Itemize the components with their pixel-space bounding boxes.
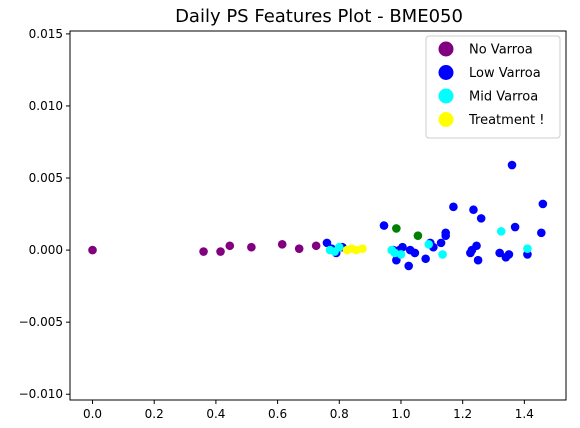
data-point xyxy=(449,202,458,212)
data-point xyxy=(495,248,504,258)
data-point xyxy=(322,238,332,248)
legend: No Varroa Low Varroa Mid Varroa Treatment ! xyxy=(425,35,561,139)
series-3 xyxy=(342,244,367,255)
data-point xyxy=(392,255,401,265)
y-axis: −0.010 −0.005 0.000 0.005 0.010 0.015 xyxy=(19,27,70,401)
data-point xyxy=(469,205,478,215)
data-point xyxy=(379,221,389,230)
x-tick-label: 1.0 xyxy=(391,407,410,421)
legend-label: Treatment ! xyxy=(468,113,545,128)
legend-marker xyxy=(438,65,454,80)
y-tick-label: 0.010 xyxy=(29,99,63,113)
chart-title: Daily PS Features Plot - BME050 xyxy=(175,6,463,27)
data-point xyxy=(216,247,225,256)
x-tick-label: 0.4 xyxy=(206,407,225,421)
data-point xyxy=(277,240,287,249)
data-point xyxy=(404,261,413,271)
data-point xyxy=(504,250,514,259)
y-tick-label: −0.005 xyxy=(19,315,63,329)
series-0 xyxy=(88,240,321,256)
series-4 xyxy=(392,224,423,240)
x-axis: 0.0 0.2 0.4 0.6 0.8 1.0 1.2 1.4 xyxy=(83,400,534,421)
data-point xyxy=(441,231,451,240)
data-point xyxy=(523,244,532,253)
data-point xyxy=(88,245,97,255)
y-tick-label: −0.010 xyxy=(19,387,63,401)
legend-label: Mid Varroa xyxy=(469,90,538,105)
legend-marker xyxy=(438,112,454,127)
legend-marker xyxy=(438,41,454,57)
x-tick-label: 0.6 xyxy=(268,407,287,421)
legend-label: Low Varroa xyxy=(469,66,541,81)
data-point xyxy=(398,242,407,252)
data-point xyxy=(438,250,447,259)
y-tick-label: 0.015 xyxy=(29,27,63,41)
data-point xyxy=(510,222,520,232)
data-point xyxy=(396,250,406,259)
x-tick-label: 0.2 xyxy=(145,407,164,421)
plot-area xyxy=(88,160,548,271)
data-point xyxy=(496,227,506,236)
x-tick-label: 0.0 xyxy=(83,407,102,421)
data-point xyxy=(199,247,208,256)
series-2 xyxy=(325,227,532,259)
y-tick-label: 0.005 xyxy=(29,171,63,185)
data-point xyxy=(410,248,420,258)
data-point xyxy=(472,241,481,251)
y-tick-label: 0.000 xyxy=(29,243,63,257)
x-tick-label: 1.2 xyxy=(453,407,472,421)
data-point xyxy=(392,224,401,233)
data-point xyxy=(538,199,548,209)
data-point xyxy=(476,214,486,223)
data-point xyxy=(225,241,235,251)
data-point xyxy=(436,238,446,248)
data-point xyxy=(247,242,256,252)
legend-box xyxy=(425,35,561,139)
x-tick-label: 1.4 xyxy=(515,407,534,421)
data-point xyxy=(358,244,367,253)
legend-marker xyxy=(438,88,454,104)
data-point xyxy=(294,244,304,253)
data-point xyxy=(473,255,483,265)
data-point xyxy=(413,231,423,240)
data-point xyxy=(421,254,430,264)
x-tick-label: 0.8 xyxy=(330,407,349,421)
plot-frame xyxy=(69,30,567,401)
legend-label: No Varroa xyxy=(469,43,533,58)
data-point xyxy=(311,241,321,251)
data-point xyxy=(537,228,546,238)
data-point xyxy=(424,240,434,249)
data-point xyxy=(507,160,517,170)
data-point xyxy=(334,242,344,252)
